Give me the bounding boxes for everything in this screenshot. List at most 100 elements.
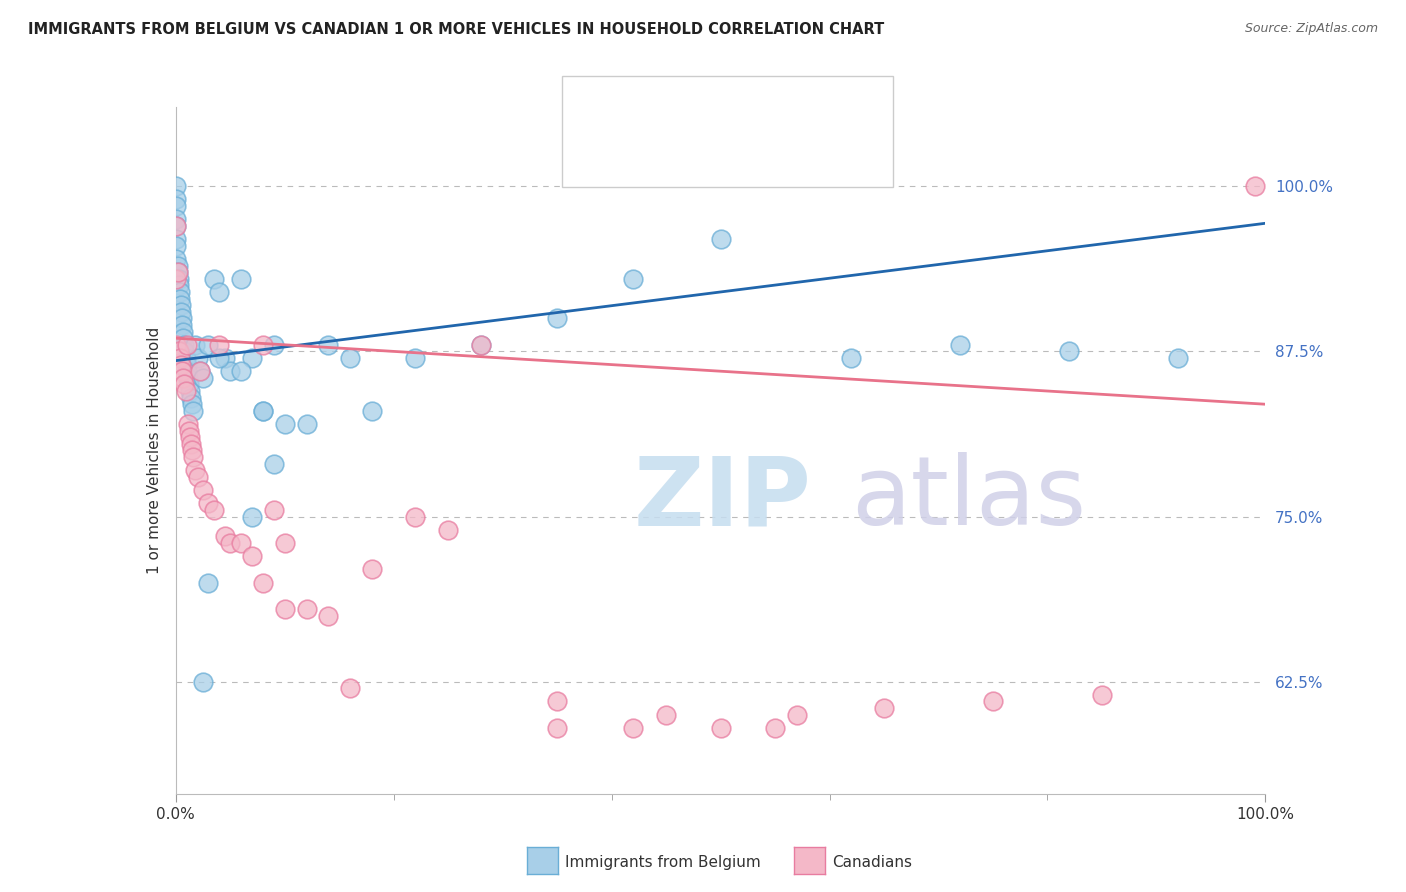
Point <box>170 358 193 372</box>
Point <box>181 443 204 458</box>
Point <box>191 371 214 385</box>
Point <box>274 417 297 431</box>
Point <box>173 377 195 392</box>
Point <box>546 694 568 708</box>
Point <box>167 259 190 273</box>
Point <box>360 562 382 576</box>
Point <box>165 179 187 194</box>
Point <box>240 509 263 524</box>
Point <box>295 417 318 431</box>
Point <box>546 311 568 326</box>
Point <box>172 364 194 378</box>
Text: ZIP: ZIP <box>633 452 811 545</box>
Point <box>186 470 209 484</box>
Text: 0.126: 0.126 <box>655 93 707 111</box>
Point <box>180 391 202 405</box>
Point <box>165 199 187 213</box>
Point <box>214 351 236 365</box>
Point <box>263 338 285 352</box>
Point <box>710 721 733 735</box>
Point <box>202 503 225 517</box>
Text: Canadians: Canadians <box>832 855 912 870</box>
Point <box>1091 688 1114 702</box>
Point <box>169 351 191 365</box>
Point <box>949 338 972 352</box>
Point <box>274 602 297 616</box>
Point <box>470 338 492 352</box>
Point <box>172 325 194 339</box>
Point <box>177 371 200 385</box>
Point <box>405 509 427 524</box>
Point <box>1167 351 1189 365</box>
Point <box>202 272 225 286</box>
Point <box>231 272 253 286</box>
Point <box>172 311 194 326</box>
Text: 52: 52 <box>761 148 783 166</box>
Text: Immigrants from Belgium: Immigrants from Belgium <box>565 855 761 870</box>
Point <box>274 536 297 550</box>
Point <box>167 278 190 293</box>
Point <box>219 536 242 550</box>
Point <box>184 463 207 477</box>
Text: -0.070: -0.070 <box>655 148 714 166</box>
Point <box>437 523 460 537</box>
Point <box>763 721 786 735</box>
Point <box>174 351 197 365</box>
Point <box>318 338 340 352</box>
Point <box>181 397 204 411</box>
Point <box>165 212 187 227</box>
Point <box>179 430 201 444</box>
Point <box>188 364 211 378</box>
Point <box>841 351 863 365</box>
Point <box>240 351 263 365</box>
Point <box>180 437 202 451</box>
Point <box>197 338 219 352</box>
Point <box>208 338 231 352</box>
Point <box>165 238 187 252</box>
Point <box>710 232 733 246</box>
Point <box>360 404 382 418</box>
Point <box>167 265 190 279</box>
Point <box>219 364 242 378</box>
Point <box>165 193 187 207</box>
Point <box>184 338 207 352</box>
Point <box>177 417 200 431</box>
Point <box>208 285 231 299</box>
Text: N =: N = <box>707 93 755 111</box>
Point <box>172 331 194 345</box>
Point <box>339 681 361 696</box>
Point <box>263 457 285 471</box>
Point <box>172 371 194 385</box>
Point <box>177 377 200 392</box>
Point <box>1243 179 1265 194</box>
Point <box>174 384 197 398</box>
Point <box>172 318 194 332</box>
Point <box>214 529 236 543</box>
Point <box>165 219 187 233</box>
Text: IMMIGRANTS FROM BELGIUM VS CANADIAN 1 OR MORE VEHICLES IN HOUSEHOLD CORRELATION : IMMIGRANTS FROM BELGIUM VS CANADIAN 1 OR… <box>28 22 884 37</box>
Point <box>240 549 263 563</box>
Y-axis label: 1 or more Vehicles in Household: 1 or more Vehicles in Household <box>146 326 162 574</box>
Point <box>170 305 193 319</box>
Text: N =: N = <box>718 148 766 166</box>
Point <box>1057 344 1080 359</box>
Point <box>188 364 211 378</box>
Point <box>165 338 187 352</box>
Point <box>655 707 678 722</box>
Point <box>181 404 204 418</box>
Point <box>165 232 187 246</box>
Point <box>981 694 1004 708</box>
Point <box>231 364 253 378</box>
Point <box>177 424 200 438</box>
Point <box>786 707 808 722</box>
Point <box>167 272 190 286</box>
Point <box>252 404 274 418</box>
Point <box>873 701 896 715</box>
Point <box>179 384 201 398</box>
Point <box>165 272 187 286</box>
Point <box>405 351 427 365</box>
Point <box>546 721 568 735</box>
Point <box>167 265 190 279</box>
Point <box>318 608 340 623</box>
Point <box>231 536 253 550</box>
